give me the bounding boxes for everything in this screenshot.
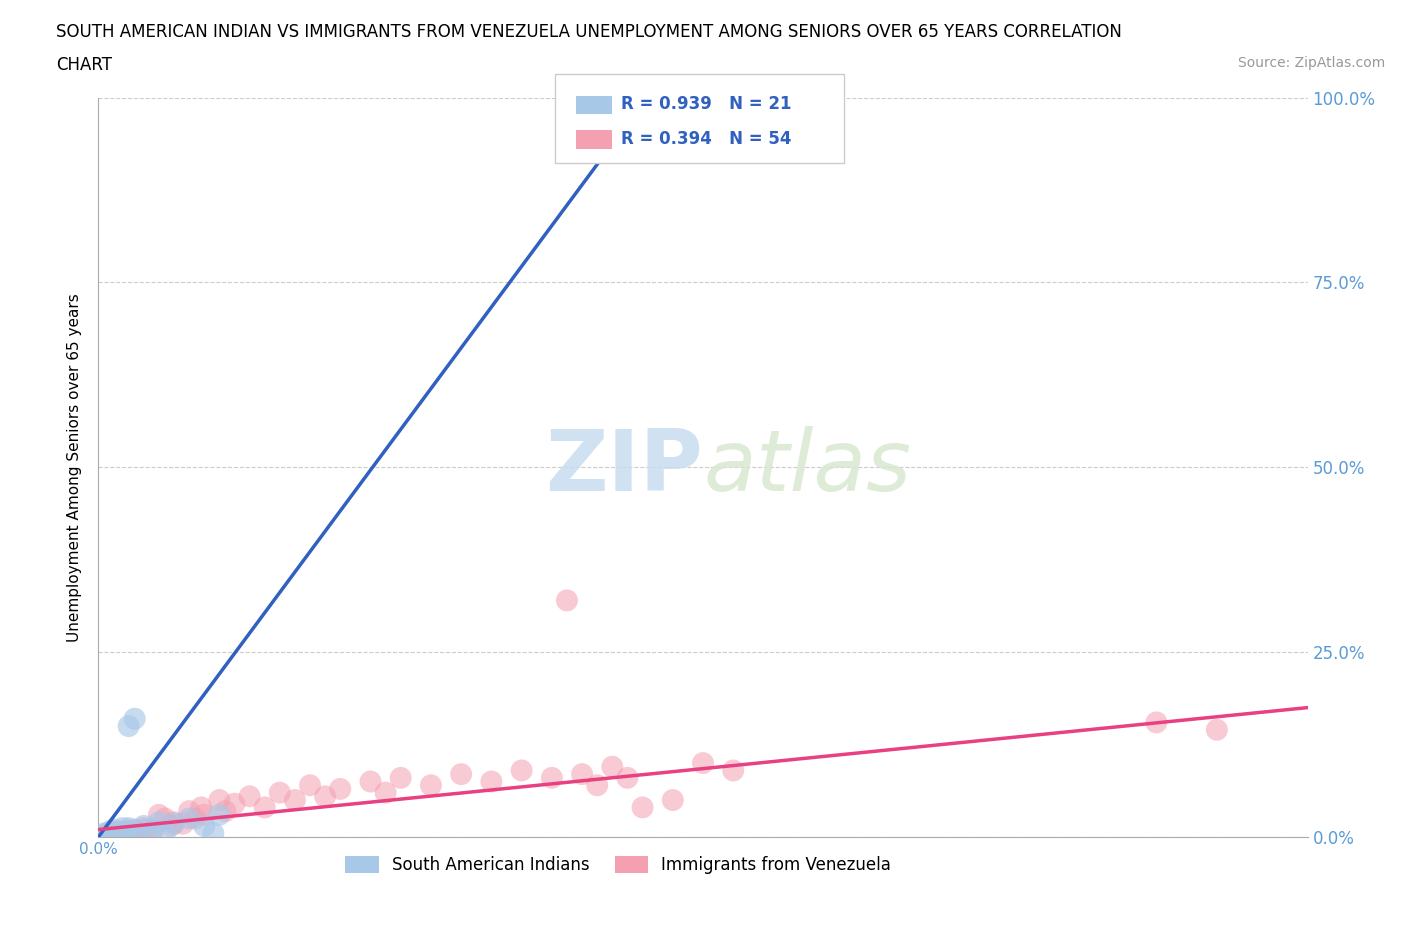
Point — [602, 759, 624, 774]
Point — [127, 824, 149, 839]
Point — [299, 777, 322, 792]
Point — [692, 755, 714, 770]
Point — [96, 826, 118, 841]
Point — [172, 817, 194, 831]
Point — [105, 828, 128, 843]
Point — [253, 800, 276, 815]
Text: R = 0.939   N = 21: R = 0.939 N = 21 — [621, 95, 792, 113]
Point — [208, 807, 231, 822]
Point — [100, 827, 122, 842]
Text: CHART: CHART — [56, 56, 112, 73]
Point — [93, 826, 115, 841]
Point — [269, 785, 291, 800]
Point — [190, 800, 212, 815]
Point — [111, 820, 134, 835]
Point — [105, 825, 128, 840]
Point — [540, 770, 562, 785]
Point — [118, 820, 141, 835]
Point — [127, 824, 149, 839]
Point — [118, 824, 141, 839]
Point — [111, 826, 134, 841]
Point — [132, 818, 155, 833]
Point — [202, 826, 225, 841]
Point — [163, 817, 186, 831]
Legend: South American Indians, Immigrants from Venezuela: South American Indians, Immigrants from … — [339, 849, 898, 881]
Point — [389, 770, 412, 785]
Point — [193, 818, 215, 833]
Point — [142, 822, 165, 837]
Point — [124, 711, 146, 726]
Point — [163, 815, 186, 830]
Text: SOUTH AMERICAN INDIAN VS IMMIGRANTS FROM VENEZUELA UNEMPLOYMENT AMONG SENIORS OV: SOUTH AMERICAN INDIAN VS IMMIGRANTS FROM… — [56, 23, 1122, 41]
Text: atlas: atlas — [703, 426, 911, 509]
Point — [631, 800, 654, 815]
Point — [360, 774, 382, 789]
Point — [723, 763, 745, 777]
Text: ZIP: ZIP — [546, 426, 703, 509]
Point — [1144, 715, 1167, 730]
Point — [148, 815, 170, 830]
Point — [124, 822, 146, 837]
Point — [142, 824, 165, 839]
Point — [314, 789, 336, 804]
Point — [284, 792, 307, 807]
Point — [214, 804, 236, 818]
Text: R = 0.394   N = 54: R = 0.394 N = 54 — [621, 129, 792, 148]
Point — [121, 825, 143, 840]
Point — [571, 766, 593, 781]
Point — [103, 822, 125, 837]
Point — [100, 824, 122, 839]
Point — [510, 763, 533, 777]
Point — [661, 792, 683, 807]
Point — [420, 777, 443, 792]
Point — [114, 827, 136, 842]
Point — [374, 785, 396, 800]
Point — [114, 824, 136, 839]
Point — [118, 719, 141, 734]
Point — [153, 811, 176, 826]
Point — [329, 781, 352, 796]
Point — [179, 804, 201, 818]
Point — [129, 825, 152, 840]
Point — [153, 826, 176, 841]
Point — [108, 824, 131, 839]
Point — [135, 822, 157, 837]
Point — [132, 820, 155, 835]
Point — [208, 792, 231, 807]
Point — [93, 828, 115, 843]
Point — [555, 593, 578, 608]
Point — [184, 811, 207, 826]
Point — [586, 777, 609, 792]
Point — [616, 770, 638, 785]
Point — [160, 818, 183, 833]
Point — [193, 807, 215, 822]
Point — [481, 774, 503, 789]
Point — [179, 811, 201, 826]
Y-axis label: Unemployment Among Seniors over 65 years: Unemployment Among Seniors over 65 years — [67, 293, 83, 642]
Point — [108, 827, 131, 842]
Point — [103, 825, 125, 840]
Point — [224, 796, 246, 811]
Text: Source: ZipAtlas.com: Source: ZipAtlas.com — [1237, 56, 1385, 70]
Point — [450, 766, 472, 781]
Point — [148, 807, 170, 822]
Point — [1206, 723, 1229, 737]
Point — [96, 828, 118, 843]
Point — [239, 789, 262, 804]
